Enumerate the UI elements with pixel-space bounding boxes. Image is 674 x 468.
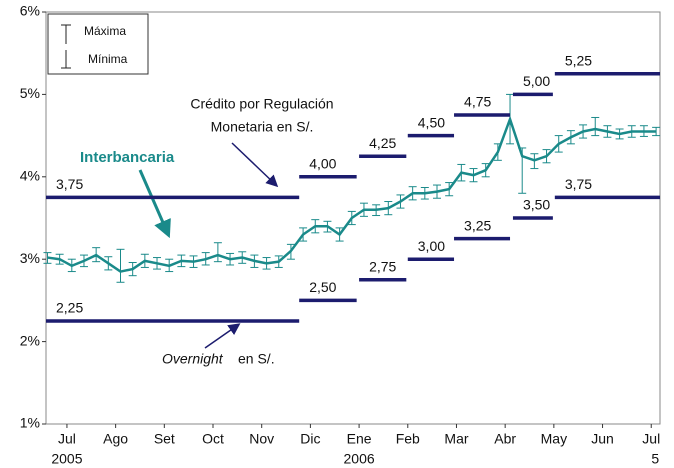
y-tick-label: 3% [20,250,40,266]
step-label: 3,25 [464,217,491,233]
y-tick-label: 2% [20,332,40,348]
interbank-line [47,115,657,273]
legend-label: Máxima [84,24,126,38]
x-tick-label: Nov [249,431,274,447]
x-tick-label: Mar [444,431,468,447]
step-label: 3,00 [418,238,445,254]
step-label: 4,75 [464,94,491,110]
step-label: 5,00 [523,73,550,89]
x-tick-label: Abr [494,431,516,447]
legend-icons [61,24,71,69]
x-tick-label: May [541,431,567,447]
step-label: 2,75 [369,259,396,275]
annotation: Crédito por Regulación [190,96,333,112]
step-label: 4,50 [418,114,445,130]
step-label: 4,00 [309,156,336,172]
x-year-label: 5 [651,451,659,467]
y-tick-label: 6% [20,3,40,19]
y-tick-label: 5% [20,85,40,101]
step-label: 2,50 [309,279,336,295]
step-label: 3,75 [565,176,592,192]
annotation: Overnight [162,351,224,367]
x-year-label: 2005 [51,451,82,467]
legend-box [47,13,149,75]
x-tick-label: Oct [202,431,224,447]
x-tick-label: Jul [642,431,660,447]
x-year-label: 2006 [344,451,375,467]
arrow [138,169,171,239]
annotation: Interbancaria [80,149,175,166]
step-label: 3,75 [56,176,83,192]
arrow [204,323,241,349]
x-tick-label: Feb [396,431,420,447]
plot-border [45,11,661,425]
step-label: 4,25 [369,135,396,151]
step-label: 2,25 [56,300,83,316]
y-tick-label: 4% [20,168,40,184]
arrow [231,142,279,188]
x-tick-label: Jul [58,431,76,447]
annotation: Monetaria en S/. [211,119,314,135]
step-label: 3,50 [523,197,550,213]
x-tick-label: Dic [300,431,320,447]
x-tick-label: Ene [347,431,372,447]
legend-label: Mínima [88,52,128,66]
step-label: 5,25 [565,53,592,69]
x-tick-label: Ago [103,431,128,447]
y-tick-label: 1% [20,415,40,431]
x-tick-label: Set [154,431,175,447]
x-tick-label: Jun [591,431,614,447]
annotation: en S/. [238,351,275,367]
